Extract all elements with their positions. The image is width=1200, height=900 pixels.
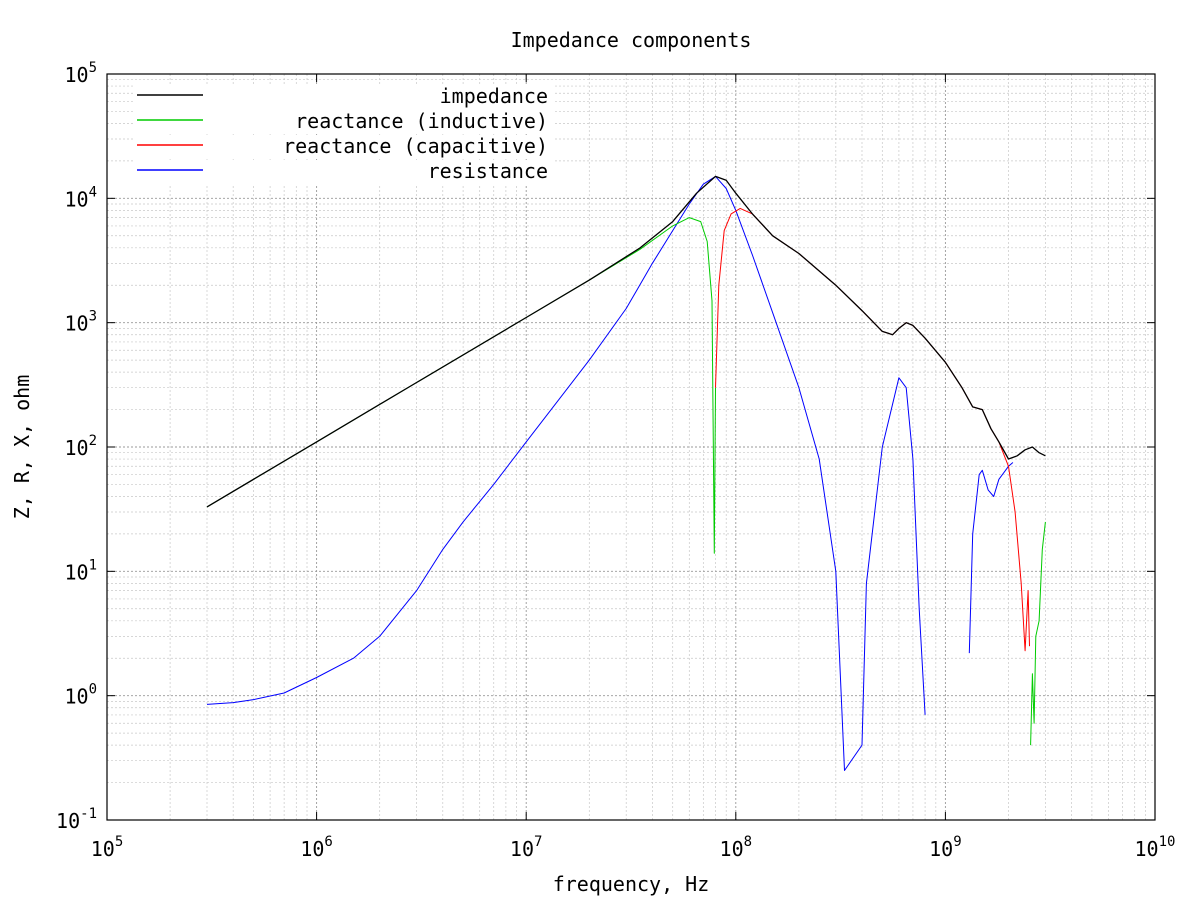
y-tick-label: 103 xyxy=(64,309,97,336)
legend-background xyxy=(133,110,553,134)
series-layer xyxy=(206,175,1046,771)
x-axis-label: frequency, Hz xyxy=(553,872,710,896)
y-tick-label: 10-1 xyxy=(56,806,97,833)
x-tick-label: 107 xyxy=(510,834,543,861)
x-tick-label: 1010 xyxy=(1135,834,1176,861)
legend-background xyxy=(133,85,553,109)
x-tick-label: 108 xyxy=(720,834,753,861)
y-tick-label: 100 xyxy=(64,682,97,709)
y-axis-label: Z, R, X, ohm xyxy=(10,375,34,520)
y-tick-label: 101 xyxy=(64,557,97,584)
series-line-resistance xyxy=(206,175,926,771)
chart-title: Impedance components xyxy=(511,28,752,52)
legend-background xyxy=(133,160,553,184)
x-tick-label: 109 xyxy=(929,834,962,861)
series-line-reactance-inductive xyxy=(206,217,716,554)
legend-label: reactance (capacitive) xyxy=(283,134,548,158)
x-tick-label: 106 xyxy=(300,834,333,861)
legend-label: reactance (inductive) xyxy=(295,109,548,133)
series-line-resistance xyxy=(968,462,1014,654)
legend-background xyxy=(133,135,553,159)
y-tick-label: 102 xyxy=(64,433,97,460)
legend-label: resistance xyxy=(428,159,548,183)
series-line-impedance xyxy=(206,175,1046,508)
y-tick-label: 105 xyxy=(64,60,97,87)
x-tick-label: 105 xyxy=(91,834,124,861)
series-line-reactance-inductive xyxy=(1030,521,1046,746)
series-line-reactance-capacitive xyxy=(715,207,1030,652)
legend-label: impedance xyxy=(440,84,548,108)
chart-grid xyxy=(107,74,1155,820)
tick-labels: 105 106 107 108 109 1010 10-1 100 101 102 103 104 10… xyxy=(56,60,1175,861)
y-tick-label: 104 xyxy=(64,184,97,211)
